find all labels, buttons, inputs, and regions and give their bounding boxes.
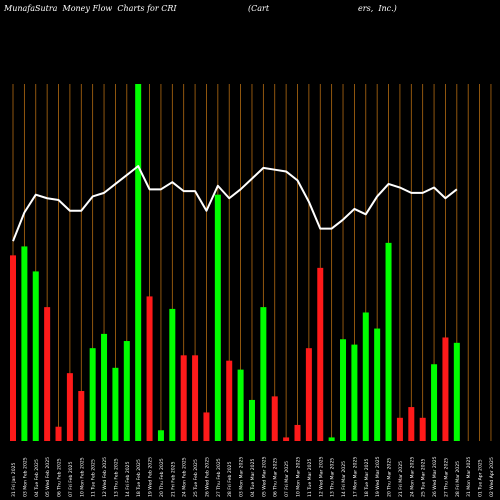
money-flow-bar xyxy=(135,84,142,441)
x-tick-label: 13 Thu Feb 2025 xyxy=(113,458,119,497)
x-tick-label: 28 Fri Feb 2025 xyxy=(227,461,233,497)
money-flow-bar xyxy=(226,360,233,441)
x-tick-label: 07 Fri Mar 2025 xyxy=(284,461,290,497)
x-tick-label: 02 Wed Apr 2025 xyxy=(489,457,495,497)
money-flow-bar xyxy=(442,337,449,441)
money-flow-bar xyxy=(362,312,369,441)
x-tick-label: 27 Thu Feb 2025 xyxy=(216,458,222,497)
money-flow-bar xyxy=(89,348,96,441)
money-flow-bar xyxy=(431,364,438,441)
x-tick-label: 25 Tue Feb 2025 xyxy=(193,459,199,497)
x-tick-label: 24 Mon Mar 2025 xyxy=(409,457,415,497)
money-flow-bar xyxy=(169,308,176,441)
x-tick-label: 13 Thu Mar 2025 xyxy=(330,458,336,497)
money-flow-bar xyxy=(340,339,347,441)
x-tick-label: 21 Fri Mar 2025 xyxy=(398,461,404,497)
x-tick-label: 27 Thu Mar 2025 xyxy=(443,458,449,497)
money-flow-bar xyxy=(66,373,73,441)
x-tick-label: 12 Wed Mar 2025 xyxy=(318,456,324,497)
money-flow-bar xyxy=(271,396,278,442)
money-flow-bar xyxy=(294,424,301,441)
x-tick-label: 11 Tue Feb 2025 xyxy=(91,459,97,497)
money-flow-bar xyxy=(328,437,335,441)
x-tick-label: 10 Mon Mar 2025 xyxy=(296,457,302,497)
x-tick-label: 14 Fri Mar 2025 xyxy=(341,461,347,497)
money-flow-bar xyxy=(408,407,415,441)
x-tick-label: 04 Tue Feb 2025 xyxy=(34,459,40,497)
x-tick-label: 31 Mon Mar 2025 xyxy=(466,457,472,497)
x-tick-label: 03 Mon Feb 2025 xyxy=(22,457,28,497)
x-tick-label: 25 Tue Mar 2025 xyxy=(421,458,427,497)
money-flow-bar xyxy=(385,242,392,441)
x-tick-label: 06 Thu Mar 2025 xyxy=(273,458,279,497)
money-flow-bar xyxy=(180,355,187,441)
money-flow-bar xyxy=(305,348,312,441)
money-flow-bar xyxy=(55,426,62,441)
money-flow-bar xyxy=(396,417,403,441)
x-tick-label: 14 Fri Feb 2025 xyxy=(125,461,131,497)
chart-title-ticker: (Cart ers, Inc.) xyxy=(248,4,397,13)
x-tick-label: 07 Fri Feb 2025 xyxy=(68,461,74,497)
money-flow-bar xyxy=(283,437,290,441)
money-flow-bar xyxy=(157,430,164,441)
x-tick-label: 20 Thu Feb 2025 xyxy=(159,458,165,497)
chart-title: MunafaSutra Money Flow Charts for CRI xyxy=(4,4,177,13)
money-flow-bar xyxy=(203,412,210,441)
x-tick-label: 26 Wed Feb 2025 xyxy=(204,457,210,497)
money-flow-bar xyxy=(32,271,39,441)
money-flow-bar xyxy=(10,255,16,441)
x-tick-label: 04 Tue Mar 2025 xyxy=(250,458,256,497)
money-flow-bar xyxy=(351,344,358,441)
x-tick-label: 18 Tue Feb 2025 xyxy=(136,459,142,497)
money-flow-bar xyxy=(214,194,221,441)
x-tick-label: 10 Mon Feb 2025 xyxy=(79,457,85,497)
x-tick-label: 17 Mon Mar 2025 xyxy=(352,457,358,497)
x-tick-label: 28 Fri Mar 2025 xyxy=(455,461,461,497)
money-flow-bar xyxy=(248,399,255,441)
x-tick-label: 06 Thu Feb 2025 xyxy=(57,458,63,497)
price-line xyxy=(12,165,458,242)
money-flow-bar xyxy=(123,341,130,441)
x-tick-label: 03 Mon Mar 2025 xyxy=(239,457,245,497)
money-flow-bar xyxy=(146,296,153,441)
money-flow-bar xyxy=(21,246,28,441)
money-flow-bar xyxy=(419,417,426,441)
money-flow-bar xyxy=(101,333,108,441)
money-flow-bar xyxy=(78,391,85,441)
money-flow-bar xyxy=(317,267,324,441)
money-flow-bar xyxy=(44,307,51,442)
x-tick-label: 21 Fri Feb 2025 xyxy=(170,461,176,497)
x-tick-label: 26 Wed Mar 2025 xyxy=(432,456,438,497)
money-flow-bar xyxy=(192,355,199,441)
x-tick-label: 05 Wed Mar 2025 xyxy=(261,456,267,497)
money-flow-bar xyxy=(374,328,381,441)
x-tick-label: 01 Tue Apr 2025 xyxy=(478,459,484,497)
money-flow-bar xyxy=(237,369,244,441)
money-flow-bar xyxy=(112,367,119,441)
money-flow-bar xyxy=(453,342,460,441)
x-tick-label: 05 Wed Feb 2025 xyxy=(45,457,51,497)
money-flow-bar xyxy=(260,307,267,442)
x-tick-label: 31 Fri Jan 2025 xyxy=(11,462,17,497)
x-tick-label: 20 Thu Mar 2025 xyxy=(387,458,393,497)
x-tick-label: 12 Wed Feb 2025 xyxy=(102,457,108,497)
x-tick-label: 24 Mon Feb 2025 xyxy=(182,457,188,497)
x-tick-label: 19 Wed Mar 2025 xyxy=(375,456,381,497)
x-tick-label: 19 Wed Feb 2025 xyxy=(148,457,154,497)
x-tick-label: 11 Tue Mar 2025 xyxy=(307,458,313,497)
x-tick-label: 18 Tue Mar 2025 xyxy=(364,458,370,497)
